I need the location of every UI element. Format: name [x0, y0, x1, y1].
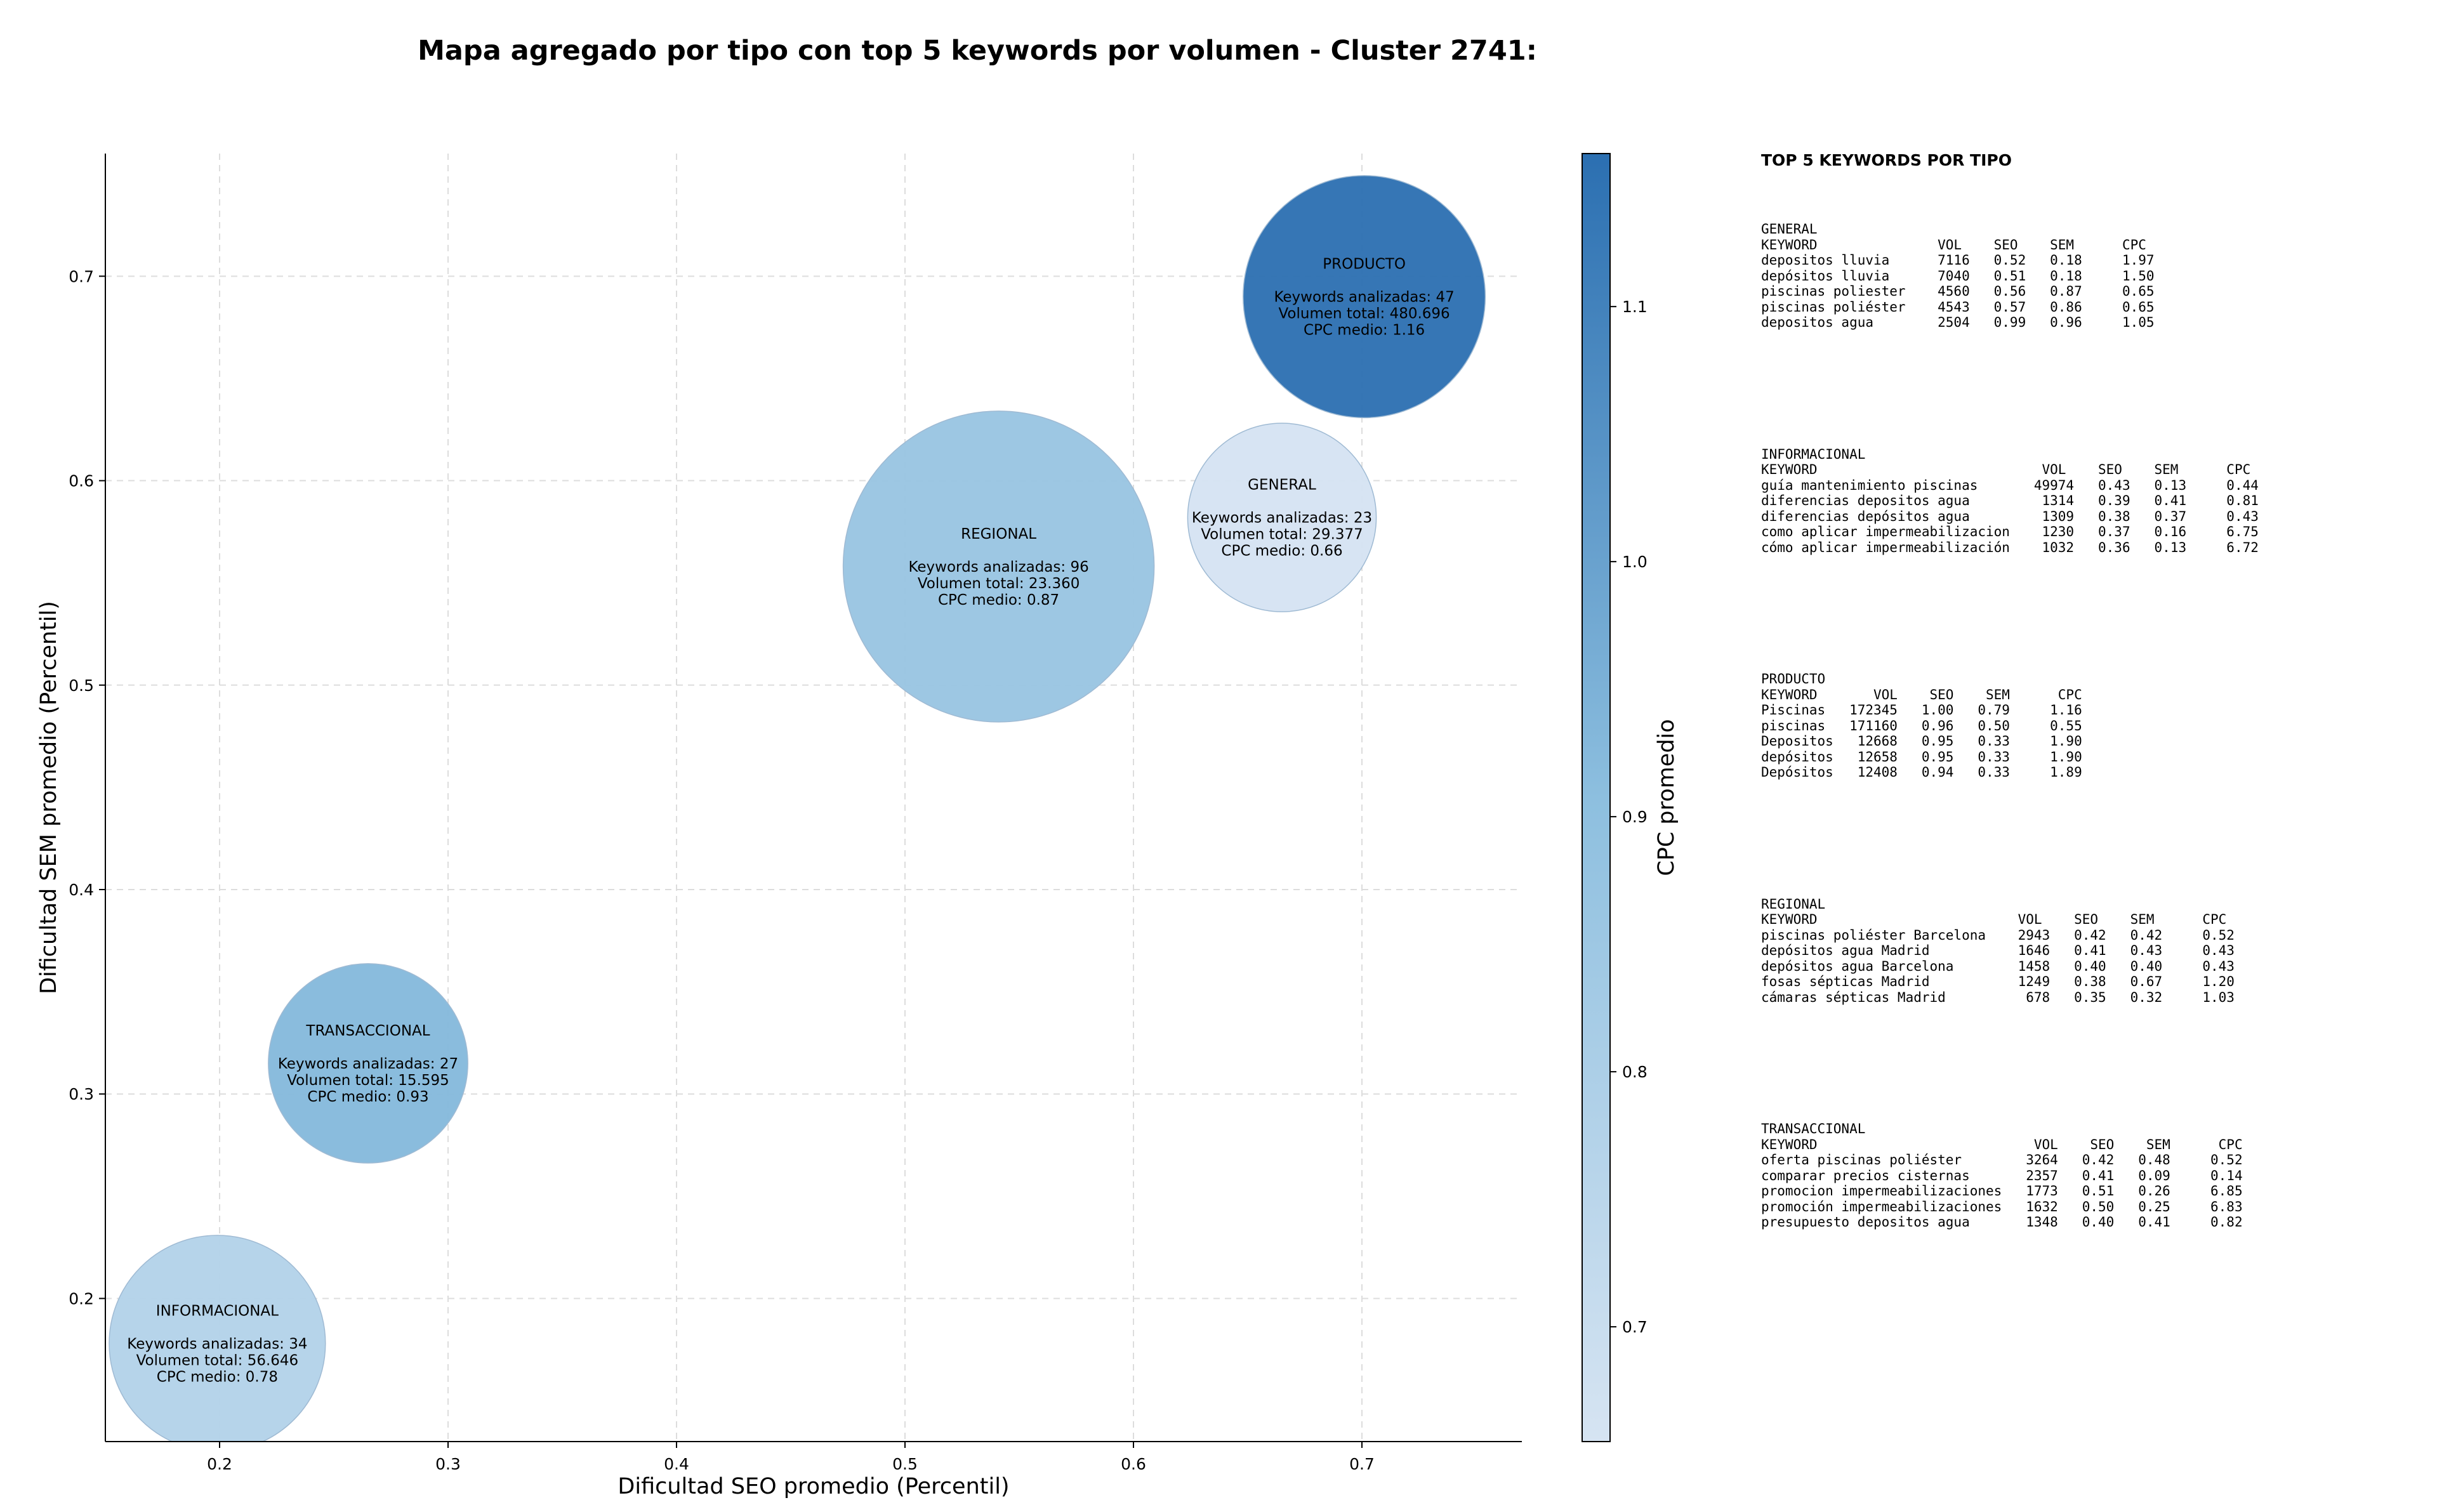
keyword-block-general: GENERAL KEYWORD VOL SEO SEM CPC depositos …	[1761, 221, 2421, 331]
bubble-label-line: Volumen total: 480.696	[1278, 306, 1450, 322]
keyword-row: fosas sépticas Madrid 1249 0.38 0.67 1.2…	[1761, 974, 2235, 989]
keyword-table-header: KEYWORD VOL SEO SEM CPC	[1761, 1136, 2243, 1152]
bubble-label-line: CPC medio: 1.16	[1304, 322, 1425, 339]
keyword-row: cómo aplicar impermeabilización 1032 0.3…	[1761, 539, 2259, 555]
bubble-label-name: INFORMACIONAL	[156, 1303, 279, 1319]
keyword-row: depósitos agua Barcelona 1458 0.40 0.40 …	[1761, 958, 2235, 974]
x-axis-label: Dificultad SEO promedio (Percentil)	[618, 1474, 1009, 1499]
chart-title: Mapa agregado por tipo con top 5 keyword…	[418, 35, 1537, 67]
bubble-label-line: Keywords analizadas: 23	[1192, 510, 1372, 527]
keyword-block-producto: PRODUCTO KEYWORD VOL SEO SEM CPC Piscinas …	[1761, 671, 2421, 780]
colorbar-tick-label: 1.0	[1622, 553, 1648, 571]
bubble-label-line: Keywords analizadas: 27	[278, 1056, 458, 1072]
keyword-row: diferencias depositos agua 1314 0.39 0.4…	[1761, 493, 2259, 508]
keyword-block-type: PRODUCTO	[1761, 671, 1826, 687]
keyword-row: depósitos agua Madrid 1646 0.41 0.43 0.4…	[1761, 943, 2235, 958]
bubble-label-line: Keywords analizadas: 47	[1274, 289, 1454, 306]
x-tick-label: 0.2	[207, 1455, 232, 1473]
bubble-label-name: GENERAL	[1248, 477, 1316, 494]
keyword-row: Piscinas 172345 1.00 0.79 1.16	[1761, 702, 2082, 718]
keyword-row: comparar precios cisternas 2357 0.41 0.0…	[1761, 1167, 2243, 1183]
x-tick-label: 0.3	[435, 1455, 461, 1473]
x-tick-label: 0.6	[1121, 1455, 1146, 1473]
y-tick-label: 0.2	[69, 1289, 94, 1308]
y-tick-label: 0.3	[69, 1085, 94, 1103]
x-tick-label: 0.4	[664, 1455, 689, 1473]
bubble-label-line: Volumen total: 29.377	[1201, 527, 1363, 543]
panel-title: TOP 5 KEYWORDS POR TIPO	[1761, 151, 2012, 169]
bubble-label-line: CPC medio: 0.87	[938, 592, 1059, 608]
keyword-row: piscinas poliester 4560 0.56 0.87 0.65	[1761, 284, 2155, 299]
keyword-table-header: KEYWORD VOL SEO SEM CPC	[1761, 687, 2082, 702]
colorbar-tick-label: 0.8	[1622, 1063, 1648, 1081]
colorbar-ticks: 0.7 0.8 0.9 1.0 1.1	[1610, 298, 1648, 1336]
keyword-block-type: TRANSACCIONAL	[1761, 1121, 1866, 1136]
keyword-row: diferencias depósitos agua 1309 0.38 0.3…	[1761, 508, 2259, 524]
y-tick-label: 0.4	[69, 881, 94, 899]
keyword-block-transaccional: TRANSACCIONAL KEYWORD VOL SEO SEM CPC ofer…	[1761, 1121, 2421, 1230]
top-keywords-panel: TOP 5 KEYWORDS POR TIPO GENERAL KEYWORD V…	[1761, 151, 2421, 1346]
colorbar-tick-label: 0.9	[1622, 808, 1648, 826]
bubble-label-name: TRANSACCIONAL	[305, 1023, 430, 1039]
bubble-general	[1187, 423, 1377, 612]
keyword-row: piscinas poliéster Barcelona 2943 0.42 0…	[1761, 927, 2235, 943]
keyword-row: promocion impermeabilizaciones 1773 0.51…	[1761, 1183, 2243, 1199]
keyword-row: Depósitos 12408 0.94 0.33 1.89	[1761, 765, 2082, 780]
keyword-row: piscinas 171160 0.96 0.50 0.55	[1761, 718, 2082, 733]
bubble-label-line: Volumen total: 23.360	[918, 575, 1080, 592]
colorbar-tick-label: 1.1	[1622, 298, 1648, 316]
bubble-label-line: CPC medio: 0.93	[307, 1089, 428, 1105]
bubble-label-name: REGIONAL	[961, 526, 1036, 542]
keyword-block-type: REGIONAL	[1761, 896, 1826, 912]
bubble-label-line: Volumen total: 56.646	[136, 1352, 299, 1369]
keyword-table-header: KEYWORD VOL SEO SEM CPC	[1761, 912, 2227, 927]
bubble-label-name: PRODUCTO	[1323, 256, 1406, 273]
keyword-block-informacional: INFORMACIONAL KEYWORD VOL SEO SEM CPC guía…	[1761, 447, 2421, 556]
colorbar: 0.7 0.8 0.9 1.0 1.1 CPC promedio	[1582, 153, 1679, 1442]
keyword-row: cámaras sépticas Madrid 678 0.35 0.32 1.…	[1761, 989, 2235, 1005]
bubble-informacional	[109, 1235, 326, 1442]
keyword-row: oferta piscinas poliéster 3264 0.42 0.48…	[1761, 1152, 2243, 1167]
colorbar-tick-label: 0.7	[1622, 1318, 1648, 1336]
keyword-block-type: INFORMACIONAL	[1761, 446, 1866, 462]
keyword-blocks: GENERAL KEYWORD VOL SEO SEM CPC depositos …	[1761, 221, 2421, 1230]
y-tick-label: 0.6	[69, 472, 94, 490]
y-tick-label: 0.5	[69, 676, 94, 695]
bubble-regional	[842, 411, 1155, 723]
x-tick-label: 0.5	[892, 1455, 918, 1473]
colorbar-gradient	[1582, 153, 1611, 1442]
bubble-label-line: Volumen total: 15.595	[287, 1072, 449, 1089]
keyword-block-regional: REGIONAL KEYWORD VOL SEO SEM CPC piscinas …	[1761, 897, 2421, 1006]
keyword-row: Depositos 12668 0.95 0.33 1.90	[1761, 733, 2082, 749]
axes	[105, 154, 1522, 1442]
keyword-row: promoción impermeabilizaciones 1632 0.50…	[1761, 1199, 2243, 1214]
bubble-transaccional	[268, 963, 468, 1164]
bubble-label-line: CPC medio: 0.66	[1221, 543, 1342, 560]
bubble-label-line: Keywords analizadas: 96	[908, 559, 1088, 575]
keyword-table-header: KEYWORD VOL SEO SEM CPC	[1761, 237, 2146, 253]
colorbar-label: CPC promedio	[1654, 719, 1679, 876]
bubble-producto	[1243, 174, 1486, 419]
keyword-block-type: GENERAL	[1761, 221, 1818, 237]
keyword-row: piscinas poliéster 4543 0.57 0.86 0.65	[1761, 299, 2155, 315]
keyword-row: depósitos lluvia 7040 0.51 0.18 1.50	[1761, 268, 2155, 284]
x-tick-label: 0.7	[1349, 1455, 1375, 1473]
keyword-row: depositos lluvia 7116 0.52 0.18 1.97	[1761, 253, 2155, 268]
keyword-row: como aplicar impermeabilizacion 1230 0.3…	[1761, 524, 2259, 539]
bubbles	[109, 174, 1486, 1442]
keyword-row: depósitos 12658 0.95 0.33 1.90	[1761, 749, 2082, 765]
bubble-label-line: CPC medio: 0.78	[157, 1369, 278, 1385]
bubble-label-line: Keywords analizadas: 34	[127, 1336, 307, 1352]
keyword-table-header: KEYWORD VOL SEO SEM CPC	[1761, 462, 2251, 477]
keyword-row: presupuesto depositos agua 1348 0.40 0.4…	[1761, 1214, 2243, 1230]
keyword-row: depositos agua 2504 0.99 0.96 1.05	[1761, 315, 2155, 330]
ticks: 0.2 0.3 0.4 0.5 0.6 0.7 0.2 0.3 0.4 0.5 0.6 0.7	[69, 267, 1375, 1473]
y-tick-label: 0.7	[69, 267, 94, 286]
keyword-row: guía mantenimiento piscinas 49974 0.43 0…	[1761, 477, 2259, 493]
y-axis-label: Dificultad SEM promedio (Percentil)	[36, 601, 62, 994]
